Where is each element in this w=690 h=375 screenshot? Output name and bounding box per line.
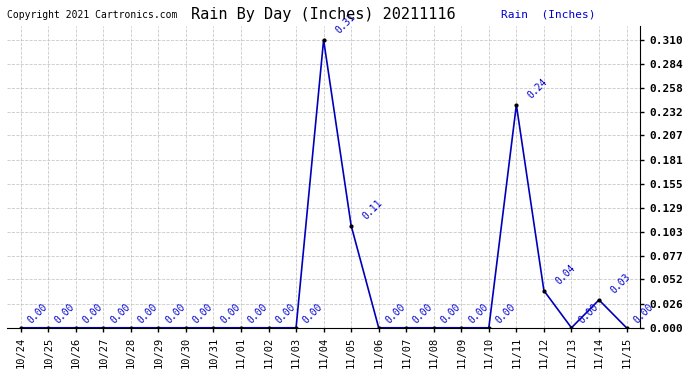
Text: Rain  (Inches): Rain (Inches) (501, 10, 595, 20)
Text: 0.00: 0.00 (108, 301, 132, 325)
Text: 0.00: 0.00 (219, 301, 242, 325)
Text: 0.00: 0.00 (384, 301, 407, 325)
Text: 0.24: 0.24 (526, 76, 550, 100)
Text: 0.00: 0.00 (439, 301, 462, 325)
Text: 0.00: 0.00 (576, 301, 600, 325)
Text: 0.31: 0.31 (333, 12, 357, 35)
Text: 0.00: 0.00 (494, 301, 518, 325)
Text: 0.00: 0.00 (466, 301, 490, 325)
Text: 0.00: 0.00 (191, 301, 215, 325)
Text: Copyright 2021 Cartronics.com: Copyright 2021 Cartronics.com (7, 10, 177, 20)
Text: 0.00: 0.00 (53, 301, 77, 325)
Text: 0.00: 0.00 (411, 301, 435, 325)
Text: 0.00: 0.00 (164, 301, 187, 325)
Text: 0.00: 0.00 (631, 301, 655, 325)
Title: Rain By Day (Inches) 20211116: Rain By Day (Inches) 20211116 (191, 7, 456, 22)
Text: 0.00: 0.00 (273, 301, 297, 325)
Text: 0.00: 0.00 (136, 301, 159, 325)
Text: 0.11: 0.11 (361, 197, 384, 221)
Text: 0.00: 0.00 (26, 301, 50, 325)
Text: 0.03: 0.03 (609, 272, 632, 295)
Text: 0.00: 0.00 (81, 301, 104, 325)
Text: 0.00: 0.00 (301, 301, 325, 325)
Text: 0.04: 0.04 (553, 262, 578, 286)
Text: 0.00: 0.00 (246, 301, 270, 325)
